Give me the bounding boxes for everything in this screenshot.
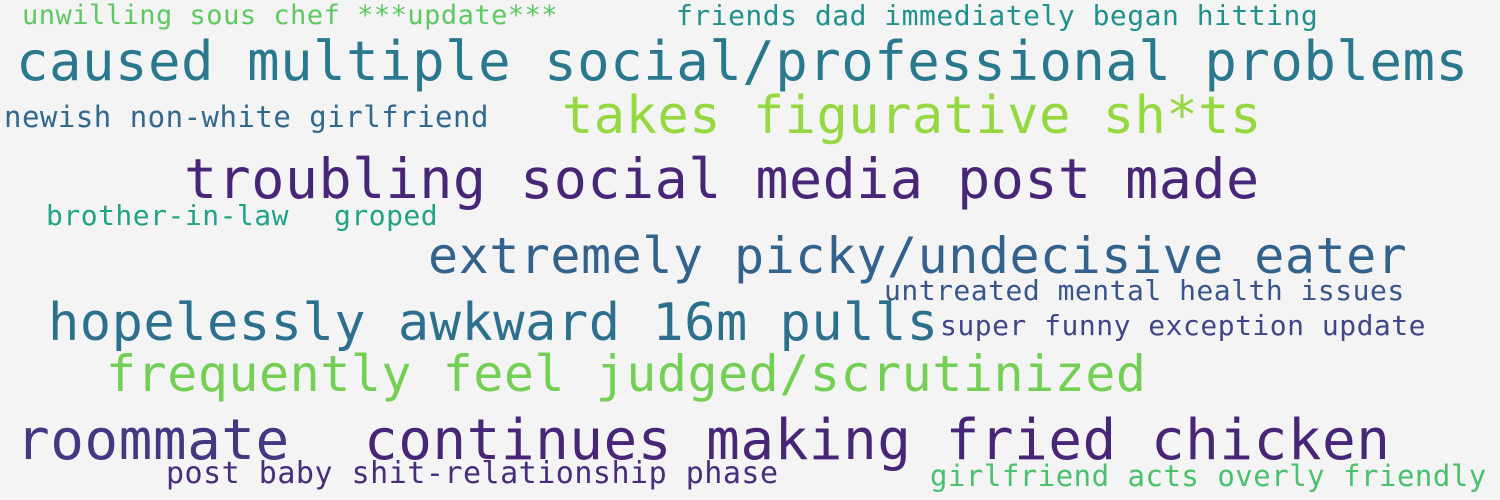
word-frequently-feel-judged: frequently feel judged/scrutinized [106,345,1147,403]
word-newish-girlfriend: newish non-white girlfriend [4,100,489,134]
word-caused-multiple-problems: caused multiple social/professional prob… [16,30,1469,93]
word-unwilling-sous-chef: unwilling sous chef ***update*** [22,0,559,31]
word-hopelessly-awkward: hopelessly awkward 16m pulls [48,293,939,353]
word-brother-in-law: brother-in-law [46,199,290,232]
word-takes-figurative: takes figurative sh*ts [562,86,1262,146]
word-girlfriend-acts-friendly: girlfriend acts overly friendly [930,459,1487,493]
word-extremely-picky: extremely picky/undecisive eater [428,227,1408,285]
word-untreated-mental-health: untreated mental health issues [884,274,1405,307]
word-continues-making-fried-chicken: continues making fried chicken [364,408,1391,473]
word-super-funny-exception: super funny exception update [940,309,1427,342]
word-troubling-social-media: troubling social media post made [184,147,1260,211]
word-post-baby: post baby shit-relationship phase [166,456,779,491]
word-friends-dad: friends dad immediately began hitting [676,0,1319,32]
word-roommate: roommate [16,408,290,473]
word-groped: groped [334,199,439,232]
